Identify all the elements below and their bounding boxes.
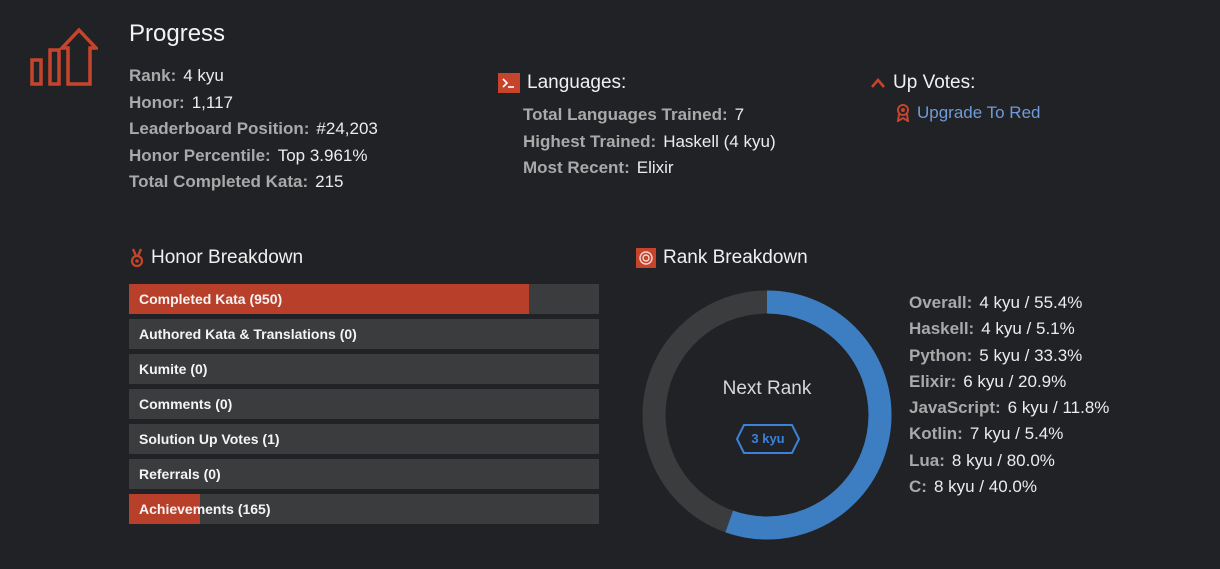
- next-rank-badge-text: 3 kyu: [751, 431, 785, 446]
- honor-bar-fill: [129, 284, 529, 314]
- rank-label: Haskell:: [909, 319, 975, 339]
- honor-bar[interactable]: Solution Up Votes (1): [129, 424, 599, 454]
- award-ribbon-icon: [896, 104, 910, 122]
- rank-label: C:: [909, 477, 927, 497]
- rank-value: 4 kyu / 5.1%: [981, 319, 1075, 339]
- language-stat: Highest Trained: Haskell (4 kyu): [523, 129, 776, 156]
- rank-breakdown-label: Rank Breakdown: [663, 247, 808, 268]
- honor-bar-label: Comments (0): [139, 396, 233, 412]
- languages-list: Total Languages Trained: 7 Highest Traine…: [523, 102, 776, 182]
- chevron-up-icon: [871, 78, 885, 88]
- honor-bar-label: Authored Kata & Translations (0): [139, 326, 357, 342]
- stat-label: Highest Trained:: [523, 131, 657, 151]
- stat-label: Honor Percentile:: [129, 145, 271, 165]
- stat-label: Total Languages Trained:: [523, 105, 728, 124]
- stat-percentile: Honor Percentile: Top 3.961%: [129, 143, 378, 170]
- stat-label: Leaderboard Position:: [129, 119, 310, 138]
- languages-heading: Languages:: [498, 72, 626, 94]
- rank-value: 8 kyu / 80.0%: [951, 450, 1055, 470]
- rank-item: Overall: 4 kyu / 55.4%: [909, 290, 1109, 316]
- upvotes-heading: Up Votes:: [870, 72, 975, 94]
- rank-item: Lua: 8 kyu / 80.0%: [909, 448, 1109, 474]
- languages-heading-label: Languages:: [527, 72, 627, 93]
- rank-breakdown-heading: Rank Breakdown: [636, 247, 808, 269]
- progress-chart-icon: [30, 27, 98, 86]
- honor-bar-fill: [129, 494, 200, 524]
- rank-progress-donut: [642, 290, 892, 540]
- honor-bar[interactable]: Kumite (0): [129, 354, 599, 384]
- honor-bar-label: Referrals (0): [139, 466, 221, 482]
- target-icon: [636, 248, 656, 268]
- stat-value: #24,203: [316, 119, 378, 138]
- rank-item: Haskell: 4 kyu / 5.1%: [909, 316, 1109, 342]
- stat-value: 1,117: [191, 92, 233, 112]
- stat-value: 215: [315, 172, 344, 191]
- honor-bar-label: Solution Up Votes (1): [139, 431, 280, 447]
- honor-bar[interactable]: Referrals (0): [129, 459, 599, 489]
- rank-value: 5 kyu / 33.3%: [979, 345, 1083, 365]
- rank-value: 7 kyu / 5.4%: [969, 424, 1064, 444]
- rank-item: C: 8 kyu / 40.0%: [909, 474, 1109, 500]
- stat-leaderboard: Leaderboard Position: #24,203: [129, 116, 378, 143]
- honor-breakdown-bars: Completed Kata (950) Authored Kata & Tra…: [129, 284, 599, 529]
- rank-label: Lua:: [909, 450, 945, 470]
- page-title: Progress: [129, 20, 226, 47]
- rank-breakdown-list: Overall: 4 kyu / 55.4% Haskell: 4 kyu / 5.…: [909, 290, 1109, 500]
- rank-item: Kotlin: 7 kyu / 5.4%: [909, 421, 1109, 447]
- rank-item: Elixir: 6 kyu / 20.9%: [909, 369, 1109, 395]
- medal-icon: [130, 248, 144, 268]
- rank-value: 6 kyu / 20.9%: [963, 371, 1067, 391]
- rank-label: JavaScript:: [909, 398, 1001, 418]
- stat-label: Honor:: [129, 92, 185, 112]
- honor-bar-label: Kumite (0): [139, 361, 208, 377]
- stat-label: Rank:: [129, 66, 177, 85]
- honor-bar-label: Achievements (165): [139, 501, 271, 517]
- upgrade-link-label[interactable]: Upgrade To Red: [917, 103, 1041, 122]
- honor-breakdown-heading: Honor Breakdown: [130, 247, 303, 269]
- stat-completed-kata: Total Completed Kata: 215: [129, 169, 378, 196]
- language-stat: Total Languages Trained: 7: [523, 102, 776, 129]
- upgrade-to-red-link[interactable]: Upgrade To Red: [896, 103, 1041, 123]
- stat-value: Top 3.961%: [277, 145, 368, 165]
- rank-item: JavaScript: 6 kyu / 11.8%: [909, 395, 1109, 421]
- rank-label: Overall:: [909, 293, 973, 312]
- stat-value: 7: [734, 105, 745, 124]
- rank-label: Elixir:: [909, 371, 957, 391]
- next-rank-label: Next Rank: [722, 378, 812, 399]
- rank-value: 4 kyu / 55.4%: [979, 293, 1083, 312]
- next-rank-badge[interactable]: [736, 424, 800, 454]
- donut-progress-arc: [642, 290, 892, 540]
- rank-label: Kotlin:: [909, 424, 963, 444]
- stat-label: Total Completed Kata:: [129, 172, 309, 191]
- stat-rank: Rank: 4 kyu: [129, 63, 378, 90]
- stat-value: Elixir: [636, 158, 674, 177]
- stat-value: 4 kyu: [183, 66, 224, 85]
- progress-stats: Rank: 4 kyu Honor: 1,117 Leaderboard Posit…: [129, 63, 378, 196]
- honor-bar[interactable]: Authored Kata & Translations (0): [129, 319, 599, 349]
- language-stat: Most Recent: Elixir: [523, 155, 776, 182]
- honor-breakdown-label: Honor Breakdown: [151, 247, 304, 268]
- rank-value: 6 kyu / 11.8%: [1007, 398, 1110, 418]
- honor-bar[interactable]: Completed Kata (950): [129, 284, 599, 314]
- honor-bar[interactable]: Achievements (165): [129, 494, 599, 524]
- stat-label: Most Recent:: [523, 158, 630, 177]
- rank-value: 8 kyu / 40.0%: [933, 477, 1037, 497]
- upvotes-heading-label: Up Votes:: [893, 72, 976, 93]
- honor-bar-label: Completed Kata (950): [139, 291, 283, 307]
- rank-label: Python:: [909, 345, 973, 365]
- terminal-icon: [498, 73, 520, 93]
- honor-bar[interactable]: Comments (0): [129, 389, 599, 419]
- stat-honor: Honor: 1,117: [129, 90, 378, 117]
- stat-value: Haskell (4 kyu): [663, 131, 776, 151]
- rank-item: Python: 5 kyu / 33.3%: [909, 343, 1109, 369]
